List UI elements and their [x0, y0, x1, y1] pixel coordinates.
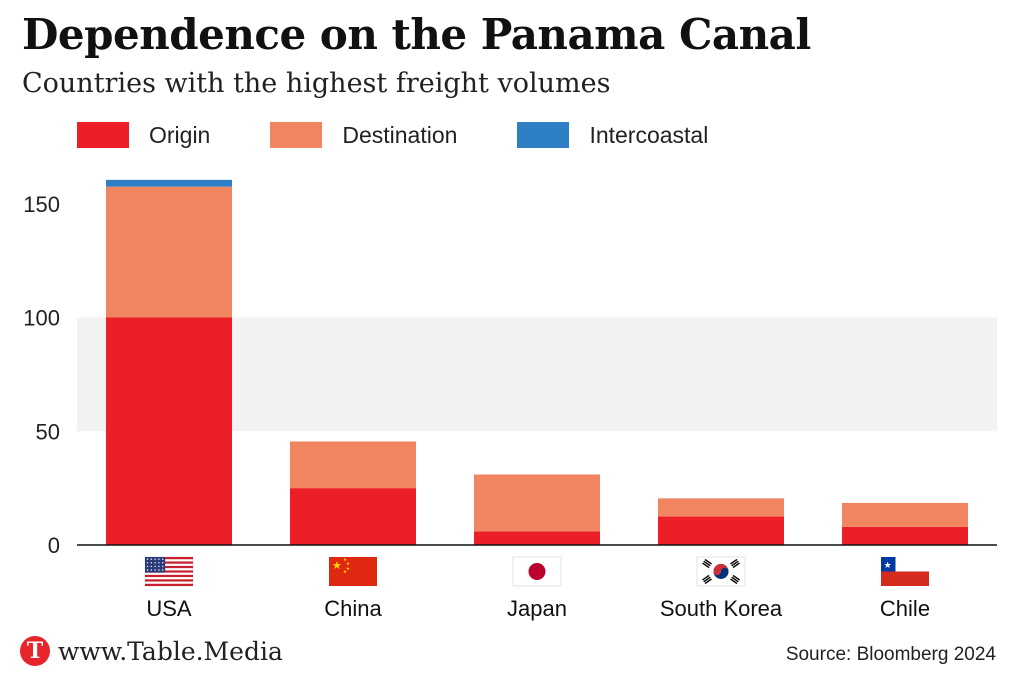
bar-origin-japan [474, 531, 600, 545]
chart-subtitle: Countries with the highest freight volum… [22, 68, 611, 99]
bar-origin-chile [842, 526, 968, 545]
bar-destination-south-korea [658, 498, 784, 517]
svg-text:★: ★ [884, 561, 892, 571]
svg-text:★: ★ [346, 566, 350, 572]
us-flag-icon [144, 556, 194, 587]
source-note: Source: Bloomberg 2024 [785, 644, 996, 665]
x-tick-label: China [324, 596, 382, 621]
x-tick-label: South Korea [660, 596, 783, 621]
legend-swatch-destination [270, 122, 323, 148]
svg-text:★: ★ [346, 561, 350, 567]
logo-icon: T [20, 636, 50, 666]
y-tick-label: 100 [23, 306, 60, 331]
x-tick-label: Chile [880, 596, 930, 621]
legend-item-origin: Origin [77, 122, 210, 149]
legend-label-intercoastal: Intercoastal [589, 121, 709, 148]
y-tick-label: 150 [23, 192, 60, 217]
table-media-logo: T www.Table.Media [20, 636, 283, 666]
south-korea-flag-icon [696, 556, 746, 587]
y-tick-label: 0 [48, 533, 60, 558]
bar-destination-usa [106, 186, 232, 318]
x-tick-label: Japan [507, 596, 567, 621]
svg-text:★: ★ [343, 557, 347, 563]
svg-text:★: ★ [332, 559, 342, 572]
bar-destination-japan [474, 474, 600, 532]
japan-flag-icon [512, 556, 562, 587]
site-url: www.Table.Media [58, 636, 283, 666]
china-flag-icon: ★ ★★★★ [329, 557, 377, 586]
y-tick-label: 50 [36, 419, 60, 444]
bar-destination-china [290, 441, 416, 489]
legend-item-destination: Destination [270, 122, 457, 149]
chile-flag-icon: ★ [881, 557, 929, 586]
bar-origin-usa [106, 317, 232, 545]
legend: Origin Destination Intercoastal [77, 120, 768, 150]
x-tick-label: USA [146, 596, 192, 621]
svg-text:★: ★ [343, 569, 347, 575]
bar-destination-chile [842, 502, 968, 527]
legend-swatch-intercoastal [517, 122, 570, 148]
legend-label-origin: Origin [149, 121, 211, 148]
bar-origin-china [290, 488, 416, 545]
legend-item-intercoastal: Intercoastal [517, 122, 708, 149]
legend-label-destination: Destination [342, 121, 458, 148]
legend-swatch-origin [77, 122, 129, 148]
bar-origin-south-korea [658, 516, 784, 545]
bar-intercoastal-usa [106, 179, 232, 187]
chart-title: Dependence on the Panama Canal [22, 10, 811, 59]
